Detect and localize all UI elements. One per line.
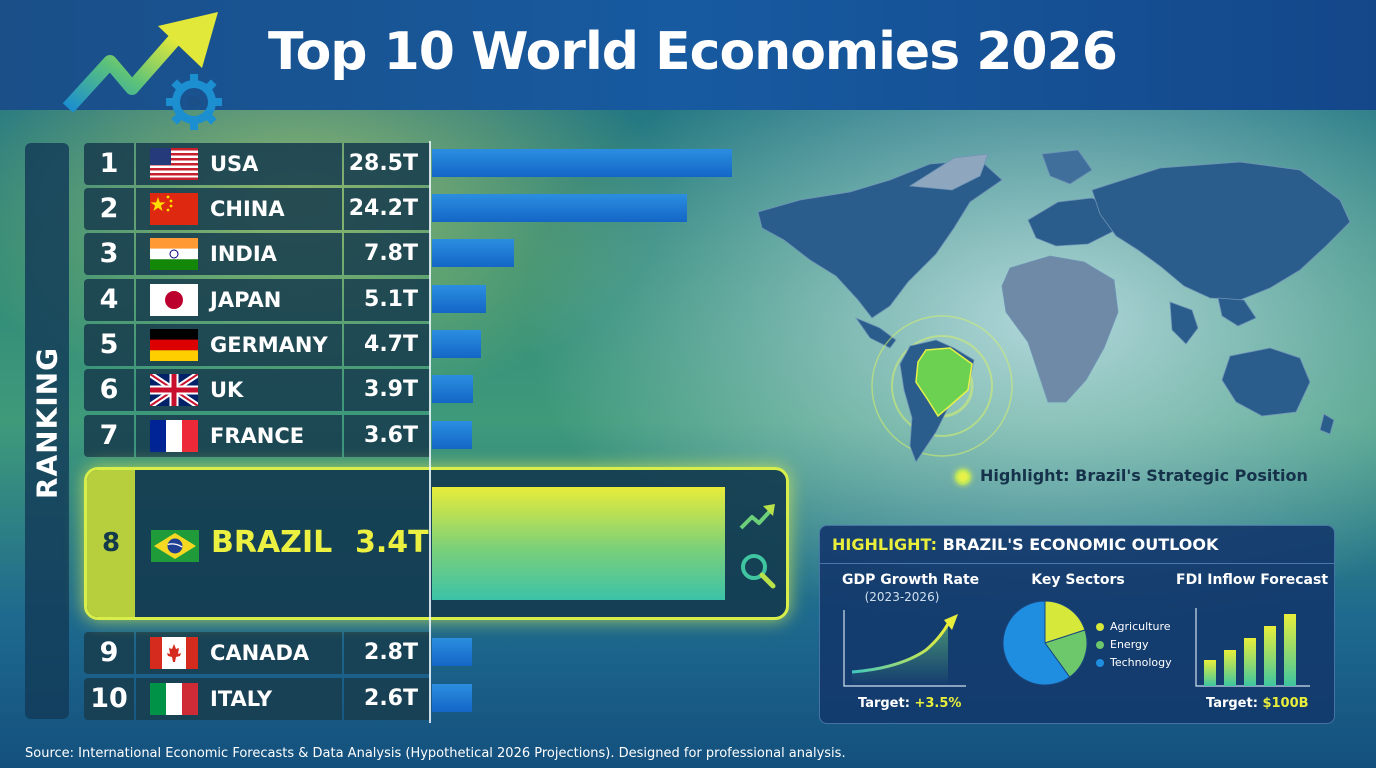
country-name: UK (210, 378, 244, 402)
legend-agriculture: Agriculture (1096, 620, 1171, 633)
country-name: JAPAN (210, 288, 282, 312)
france-flag-icon (150, 420, 198, 452)
bar-brazil (432, 487, 725, 600)
legend-energy: Energy (1096, 638, 1149, 651)
legend-technology: Technology (1096, 656, 1172, 669)
gdp-value: 2.6T (344, 678, 430, 720)
bar-uk (432, 375, 474, 403)
rank-number: 10 (84, 678, 134, 720)
key-sectors-pie (1002, 600, 1088, 686)
country-name: ITALY (210, 687, 273, 711)
header-banner: Top 10 World Economies 2026 (0, 0, 1376, 130)
gdp-value: 3.9T (344, 369, 430, 411)
fdi-target: Target: $100B (1206, 696, 1309, 711)
rank-number: 1 (84, 143, 134, 185)
gdp-target: Target: +3.5% (858, 696, 962, 711)
country-cell: JAPAN (136, 279, 342, 321)
source-footnote: Source: International Economic Forecasts… (25, 746, 846, 761)
trend-up-icon (739, 504, 775, 530)
gdp-value: 4.7T (344, 324, 430, 366)
highlight-row-brazil[interactable]: 8 BRAZIL 3.4T (84, 467, 789, 620)
bar-china (432, 194, 687, 222)
country-cell: CHINA (136, 188, 342, 230)
gdp-value: 3.4T (355, 525, 429, 560)
ranking-row-china[interactable]: 2 CHINA 24.2T (84, 188, 784, 230)
gdp-growth-period: (2023-2026) (864, 590, 940, 604)
rank-number: 7 (84, 415, 134, 457)
outlook-heading: HIGHLIGHT: BRAZIL'S ECONOMIC OUTLOOK (832, 535, 1218, 554)
map-caption-text: Highlight: Brazil's Strategic Position (980, 466, 1308, 485)
usa-flag-icon (150, 148, 198, 180)
canada-flag-icon (150, 637, 198, 669)
country-cell: CANADA (136, 632, 342, 674)
germany-flag-icon (150, 329, 198, 361)
gdp-value: 28.5T (344, 143, 430, 185)
ranking-sidebar (25, 143, 69, 719)
country-name: INDIA (210, 242, 277, 266)
magnifier-icon (741, 554, 776, 589)
rank-number: 4 (84, 279, 134, 321)
ranking-row-japan[interactable]: 4 JAPAN 5.1T (84, 279, 784, 321)
ranking-row-canada[interactable]: 9 CANADA 2.8T (84, 632, 784, 674)
rank-number: 8 (87, 470, 135, 617)
japan-flag-icon (150, 284, 198, 316)
china-flag-icon (150, 193, 198, 225)
brazil-outlook-panel: HIGHLIGHT: BRAZIL'S ECONOMIC OUTLOOK GDP… (819, 525, 1335, 724)
ranking-label: RANKING (30, 346, 64, 500)
fdi-title: FDI Inflow Forecast (1176, 572, 1329, 588)
gdp-growth-curve (843, 610, 966, 687)
bar-canada (432, 638, 472, 666)
country-cell: INDIA (136, 233, 342, 275)
gdp-value: 3.6T (344, 415, 430, 457)
ranking-row-usa[interactable]: 1 USA 28.5T (84, 143, 784, 185)
gdp-value: 24.2T (344, 188, 430, 230)
india-flag-icon (150, 238, 198, 270)
ranking-row-italy[interactable]: 10 ITALY 2.6T (84, 678, 784, 720)
divider (820, 563, 1334, 564)
bar-germany (432, 330, 482, 358)
country-cell: UK (136, 369, 342, 411)
ranking-row-india[interactable]: 3 INDIA 7.8T (84, 233, 784, 275)
rank-number: 9 (84, 632, 134, 674)
gdp-growth-title: GDP Growth Rate (842, 572, 980, 588)
outlook-heading-highlight: HIGHLIGHT: (832, 535, 937, 554)
rank-number: 3 (84, 233, 134, 275)
country-cell: USA (136, 143, 342, 185)
country-name: CHINA (210, 197, 285, 221)
country-cell: ITALY (136, 678, 342, 720)
brazil-flag-icon (151, 530, 199, 562)
gdp-value: 2.8T (344, 632, 430, 674)
gdp-value: 5.1T (344, 279, 430, 321)
page-title: Top 10 World Economies 2026 (268, 22, 1118, 82)
bar-usa (432, 149, 732, 177)
ranking-row-uk[interactable]: 6 UK 3.9T (84, 369, 784, 411)
bar-france (432, 421, 472, 449)
growth-chart-gear-icon (62, 12, 222, 130)
uk-flag-icon (150, 374, 198, 406)
country-name: USA (210, 152, 259, 176)
country-name: CANADA (210, 641, 310, 665)
key-sectors-title: Key Sectors (1031, 572, 1125, 588)
rank-number: 6 (84, 369, 134, 411)
bar-india (432, 239, 515, 267)
bar-japan (432, 285, 486, 313)
world-map (757, 150, 1351, 463)
highlight-dot-icon (955, 469, 971, 485)
ranking-row-germany[interactable]: 5 GERMANY 4.7T (84, 324, 784, 366)
chart-axis-line (429, 141, 431, 723)
italy-flag-icon (150, 683, 198, 715)
country-name: GERMANY (210, 333, 328, 357)
country-name: FRANCE (210, 424, 305, 448)
ranking-row-france[interactable]: 7 FRANCE 3.6T (84, 415, 784, 457)
rank-number: 5 (84, 324, 134, 366)
country-cell: FRANCE (136, 415, 342, 457)
bar-italy (432, 684, 472, 712)
gdp-value: 7.8T (344, 233, 430, 275)
outlook-heading-rest: BRAZIL'S ECONOMIC OUTLOOK (942, 535, 1219, 554)
rank-number: 2 (84, 188, 134, 230)
country-name: BRAZIL (211, 525, 333, 560)
country-cell: GERMANY (136, 324, 342, 366)
fdi-bars (1195, 608, 1310, 687)
